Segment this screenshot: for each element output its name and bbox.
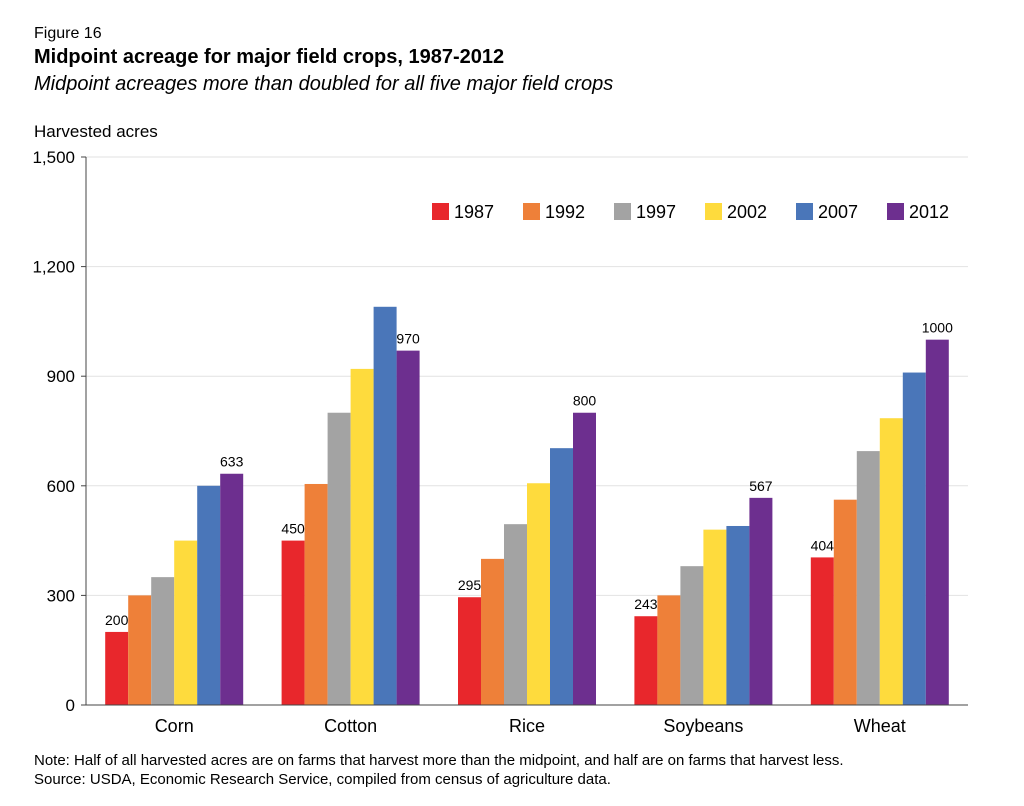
data-label-rice-2012: 800 (573, 393, 597, 409)
bar-corn-1992 (128, 595, 152, 705)
data-label-corn-1987: 200 (105, 612, 129, 628)
bar-cotton-1992 (304, 483, 328, 705)
bar-rice-1992 (481, 558, 504, 705)
bar-cotton-2007 (373, 306, 397, 705)
bar-wheat-1992 (833, 499, 857, 705)
data-label-wheat-1987: 404 (811, 537, 835, 553)
bar-cotton-2002 (350, 368, 374, 705)
bar-wheat-2002 (879, 418, 903, 705)
legend-label-1987: 1987 (454, 202, 494, 222)
legend-swatch-2002 (705, 203, 722, 220)
bar-cotton-1997 (327, 412, 351, 705)
chart-subtitle: Midpoint acreages more than doubled for … (34, 73, 614, 95)
x-tick-label-corn: Corn (155, 716, 194, 736)
chart-source: Source: USDA, Economic Research Service,… (34, 771, 611, 788)
bar-corn-1997 (151, 577, 175, 705)
legend-label-2002: 2002 (727, 202, 767, 222)
data-label-cotton-1987: 450 (281, 521, 305, 537)
chart-title: Midpoint acreage for major field crops, … (34, 46, 505, 68)
bar-corn-2007 (197, 485, 221, 705)
data-label-soybeans-2012: 567 (749, 478, 773, 494)
bar-corn-2012 (220, 473, 244, 705)
legend-label-1997: 1997 (636, 202, 676, 222)
bar-soybeans-1997 (680, 566, 704, 705)
bar-soybeans-2002 (703, 529, 727, 705)
bar-soybeans-1992 (657, 595, 681, 705)
data-label-rice-1987: 295 (458, 577, 482, 593)
y-tick-label: 0 (66, 696, 75, 715)
y-tick-label: 300 (47, 586, 75, 605)
bar-rice-2007 (550, 448, 573, 705)
x-tick-label-wheat: Wheat (854, 716, 906, 736)
x-tick-label-rice: Rice (509, 716, 545, 736)
bar-soybeans-1987 (634, 616, 658, 705)
bar-wheat-2012 (925, 339, 949, 705)
chart-note: Note: Half of all harvested acres are on… (34, 752, 844, 769)
y-tick-label: 1,500 (32, 148, 75, 167)
bar-corn-1987 (105, 631, 129, 705)
data-label-soybeans-1987: 243 (634, 596, 658, 612)
bar-corn-2002 (174, 540, 198, 705)
bar-rice-2002 (527, 483, 550, 705)
legend-label-2007: 2007 (818, 202, 858, 222)
y-tick-label: 600 (47, 477, 75, 496)
data-label-wheat-2012: 1000 (922, 320, 953, 336)
y-tick-label: 900 (47, 367, 75, 386)
bar-wheat-1997 (856, 451, 880, 705)
figure-label: Figure 16 (34, 25, 102, 42)
bar-wheat-2007 (902, 372, 926, 705)
legend-swatch-1997 (614, 203, 631, 220)
bar-cotton-1987 (281, 540, 305, 705)
y-tick-label: 1,200 (32, 258, 75, 277)
legend-swatch-1987 (432, 203, 449, 220)
legend-swatch-2012 (887, 203, 904, 220)
data-label-cotton-2012: 970 (396, 331, 420, 347)
bar-rice-1987 (458, 597, 481, 705)
bar-soybeans-2012 (749, 497, 773, 705)
y-axis-title: Harvested acres (34, 122, 158, 141)
bar-soybeans-2007 (726, 525, 750, 705)
bar-rice-1997 (504, 524, 527, 705)
bar-cotton-2012 (396, 350, 420, 705)
legend-swatch-2007 (796, 203, 813, 220)
bar-wheat-1987 (810, 557, 834, 705)
x-tick-label-cotton: Cotton (324, 716, 377, 736)
legend-label-2012: 2012 (909, 202, 949, 222)
legend-label-1992: 1992 (545, 202, 585, 222)
x-tick-label-soybeans: Soybeans (663, 716, 743, 736)
data-label-corn-2012: 633 (220, 454, 244, 470)
bar-rice-2012 (573, 412, 596, 705)
legend-swatch-1992 (523, 203, 540, 220)
